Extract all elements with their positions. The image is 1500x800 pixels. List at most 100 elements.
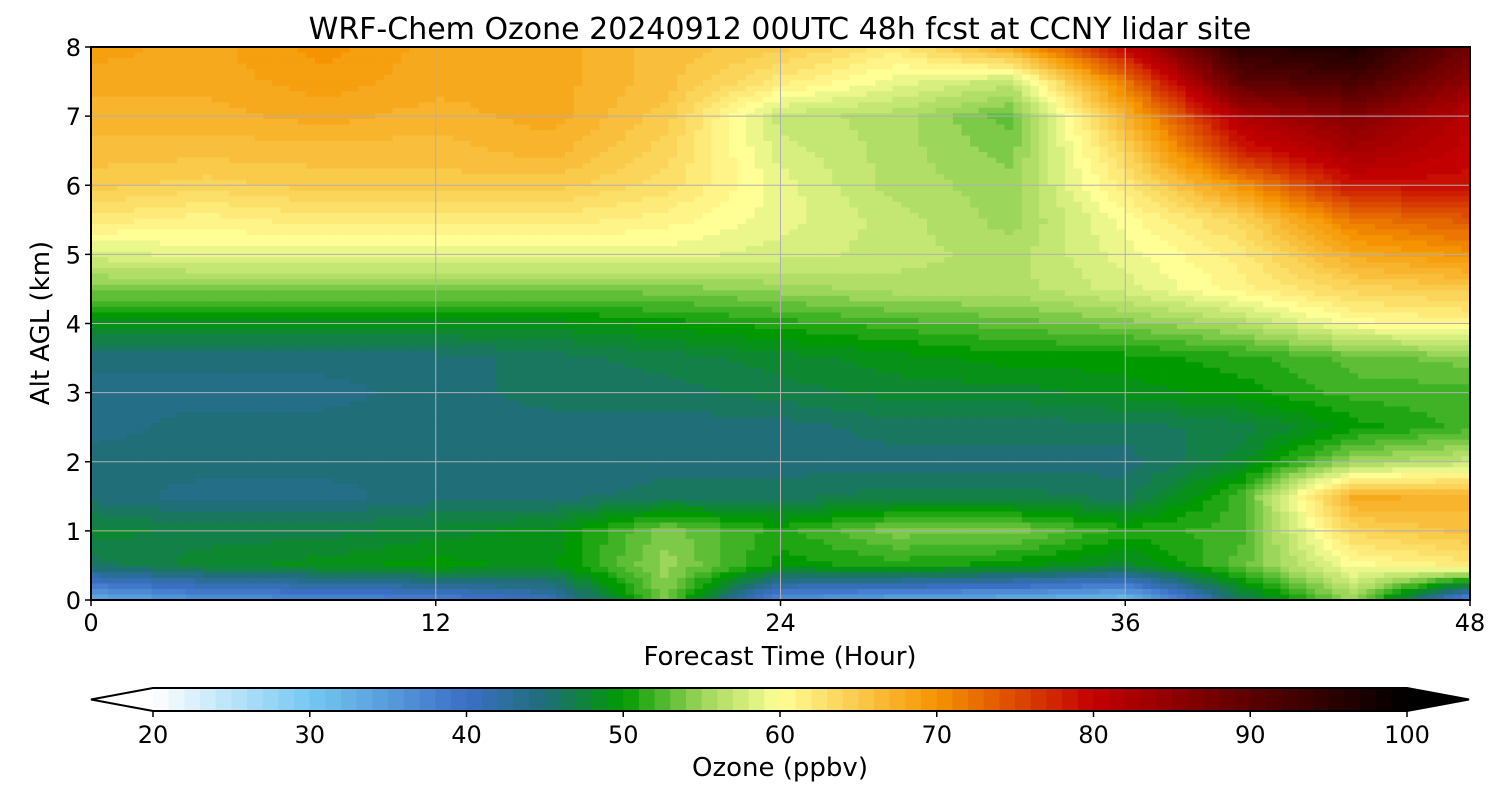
heatmap-cell <box>211 185 221 192</box>
heatmap-cell <box>754 152 764 159</box>
heatmap-cell <box>1245 91 1256 98</box>
heatmap-cell <box>875 102 885 109</box>
heatmap-cell <box>711 80 721 87</box>
heatmap-cell <box>409 129 420 137</box>
heatmap-cell <box>496 168 506 175</box>
heatmap-cell <box>918 190 928 197</box>
heatmap-cell <box>892 146 902 153</box>
heatmap-cell <box>573 80 583 87</box>
heatmap-cell <box>1125 141 1135 148</box>
heatmap-cell <box>513 185 523 192</box>
heatmap-cell <box>1116 96 1126 103</box>
heatmap-cell <box>978 190 988 197</box>
heatmap-cell <box>944 63 954 70</box>
heatmap-cell <box>1349 102 1359 109</box>
heatmap-cell <box>1254 168 1264 175</box>
heatmap-cell <box>858 102 868 109</box>
heatmap-cell <box>444 190 454 197</box>
heatmap-cell <box>1271 168 1281 175</box>
heatmap-cell <box>435 80 445 87</box>
heatmap-cell <box>1021 118 1032 126</box>
heatmap-cell <box>702 80 713 87</box>
heatmap-cell <box>496 179 506 186</box>
heatmap-cell <box>1116 124 1126 131</box>
heatmap-cell <box>1461 201 1470 208</box>
heatmap-cell <box>694 80 704 87</box>
heatmap-cell <box>1021 157 1032 164</box>
heatmap-cell <box>737 146 747 153</box>
heatmap-cell <box>1133 163 1144 170</box>
heatmap-cell <box>987 58 997 65</box>
heatmap-cell <box>203 118 213 126</box>
heatmap-cell <box>1056 102 1066 109</box>
heatmap-cell <box>418 168 428 175</box>
heatmap-cell <box>1039 58 1049 65</box>
heatmap-cell <box>306 212 316 220</box>
heatmap-cell <box>530 146 540 153</box>
heatmap-cell <box>1340 185 1350 192</box>
heatmap-cell <box>840 135 851 142</box>
heatmap-cell <box>1426 207 1437 214</box>
heatmap-cell <box>91 218 101 225</box>
heatmap-cell <box>1039 212 1049 220</box>
heatmap-cell <box>1323 179 1333 186</box>
heatmap-cell <box>1426 96 1437 103</box>
heatmap-cell <box>918 96 928 103</box>
heatmap-cell <box>1409 74 1419 81</box>
heatmap-cell <box>1073 69 1083 76</box>
heatmap-cell <box>1366 124 1376 131</box>
heatmap-cell <box>246 207 256 214</box>
heatmap-cell <box>349 207 359 214</box>
heatmap-cell <box>263 179 273 186</box>
heatmap-cell <box>737 179 747 186</box>
heatmap-cell <box>1366 107 1376 114</box>
heatmap-cell <box>91 80 101 87</box>
heatmap-cell <box>1383 47 1394 54</box>
heatmap-cell <box>1280 179 1290 186</box>
heatmap-cell <box>797 102 807 109</box>
heatmap-cell <box>771 96 782 103</box>
heatmap-cell <box>1220 207 1230 214</box>
heatmap-cell <box>668 141 678 148</box>
heatmap-cell <box>642 102 652 109</box>
heatmap-cell <box>849 168 859 175</box>
heatmap-cell <box>1375 135 1385 142</box>
heatmap-cell <box>1194 179 1204 186</box>
heatmap-cell <box>1237 91 1247 98</box>
heatmap-cell <box>220 74 230 81</box>
heatmap-cell <box>1375 179 1385 186</box>
heatmap-cell <box>987 168 997 175</box>
heatmap-cell <box>366 218 377 225</box>
heatmap-cell <box>1168 185 1178 192</box>
heatmap-cell <box>599 85 609 92</box>
heatmap-cell <box>237 135 247 142</box>
heatmap-cell <box>599 207 609 214</box>
heatmap-cell <box>358 163 368 170</box>
heatmap-cell <box>1185 157 1195 164</box>
heatmap-cell <box>1237 157 1247 164</box>
heatmap-cell <box>220 190 230 197</box>
heatmap-cell <box>539 157 549 164</box>
heatmap-cell <box>366 102 377 109</box>
heatmap-cell <box>849 118 859 126</box>
heatmap-cell <box>1004 47 1014 54</box>
heatmap-cell <box>246 107 256 114</box>
heatmap-cell <box>1073 85 1083 92</box>
heatmap-cell <box>211 146 221 153</box>
heatmap-cell <box>349 69 359 76</box>
heatmap-cell <box>1401 146 1411 153</box>
heatmap-cell <box>263 218 273 225</box>
heatmap-cell <box>685 58 695 65</box>
heatmap-cell <box>1133 85 1144 92</box>
heatmap-cell <box>315 201 325 208</box>
heatmap-cell <box>289 190 299 197</box>
heatmap-cell <box>323 168 333 175</box>
heatmap-cell <box>840 80 851 87</box>
heatmap-cell <box>418 63 428 70</box>
heatmap-cell <box>1375 146 1385 153</box>
heatmap-cell <box>780 207 790 214</box>
heatmap-cell <box>297 135 308 142</box>
heatmap-cell <box>737 107 747 114</box>
heatmap-cell <box>91 118 101 126</box>
heatmap-cell <box>1090 102 1100 109</box>
